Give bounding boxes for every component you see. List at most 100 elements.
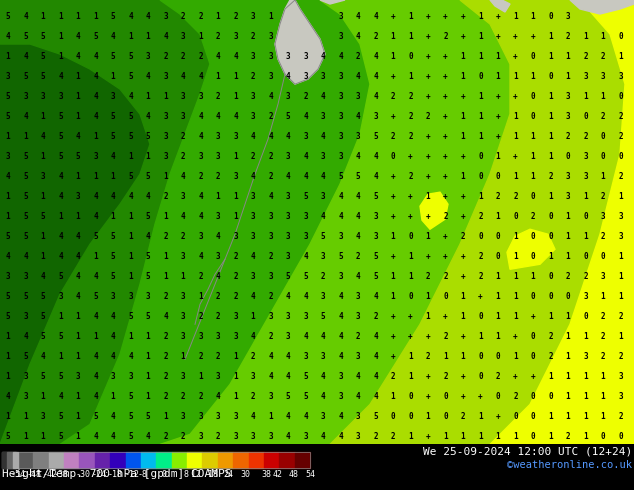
Text: 1: 1 xyxy=(111,72,115,80)
Text: 4: 4 xyxy=(250,292,256,301)
Text: 1: 1 xyxy=(461,51,465,61)
Text: 1: 1 xyxy=(146,92,150,100)
Text: 1: 1 xyxy=(75,72,81,80)
Text: 4: 4 xyxy=(58,72,63,80)
Text: 2: 2 xyxy=(496,372,500,381)
Text: 3: 3 xyxy=(321,252,325,261)
Text: 3: 3 xyxy=(356,412,360,421)
Text: 5: 5 xyxy=(111,252,115,261)
Text: 3: 3 xyxy=(75,372,81,381)
Text: 1: 1 xyxy=(41,112,45,121)
Text: 1: 1 xyxy=(111,212,115,220)
Text: 4: 4 xyxy=(303,252,308,261)
Text: 2: 2 xyxy=(408,92,413,100)
Text: +: + xyxy=(531,372,535,381)
Text: 1: 1 xyxy=(548,51,553,61)
Text: 2: 2 xyxy=(181,392,185,401)
Text: 1: 1 xyxy=(513,72,518,80)
Text: 2: 2 xyxy=(250,151,256,161)
Text: 4: 4 xyxy=(111,432,115,441)
Text: 5: 5 xyxy=(58,412,63,421)
Bar xyxy=(202,452,218,468)
Text: 3: 3 xyxy=(23,312,28,321)
Text: 1: 1 xyxy=(146,392,150,401)
Text: 30: 30 xyxy=(240,470,250,479)
Text: 3: 3 xyxy=(181,332,185,341)
Text: 3: 3 xyxy=(41,412,45,421)
Text: 1: 1 xyxy=(146,151,150,161)
Text: 1: 1 xyxy=(163,412,168,421)
Text: 0: 0 xyxy=(496,232,500,241)
Text: 5: 5 xyxy=(41,292,45,301)
Text: 38: 38 xyxy=(262,470,272,479)
Text: 54: 54 xyxy=(305,470,315,479)
Text: 1: 1 xyxy=(216,12,220,21)
Text: 1: 1 xyxy=(93,332,98,341)
Text: 1: 1 xyxy=(443,352,448,361)
Text: +: + xyxy=(391,172,396,181)
Text: 1: 1 xyxy=(268,412,273,421)
Text: 1: 1 xyxy=(128,31,133,41)
Text: 1: 1 xyxy=(531,132,535,141)
Text: 1: 1 xyxy=(461,172,465,181)
Text: 2: 2 xyxy=(391,132,396,141)
Text: 0: 0 xyxy=(408,412,413,421)
Text: 2: 2 xyxy=(618,412,623,421)
Text: 1: 1 xyxy=(23,132,28,141)
Text: +: + xyxy=(391,252,396,261)
Text: 2: 2 xyxy=(618,132,623,141)
Text: 3: 3 xyxy=(600,272,605,281)
Text: 2: 2 xyxy=(531,212,535,220)
Text: 1: 1 xyxy=(478,112,483,121)
Text: +: + xyxy=(531,312,535,321)
Text: 4: 4 xyxy=(216,51,220,61)
Text: 2: 2 xyxy=(600,112,605,121)
Text: 3: 3 xyxy=(321,352,325,361)
Text: 0: 0 xyxy=(583,212,588,220)
Text: 3: 3 xyxy=(268,272,273,281)
Text: 2: 2 xyxy=(250,72,256,80)
Text: 3: 3 xyxy=(250,12,256,21)
Text: 1: 1 xyxy=(391,272,396,281)
Text: 4: 4 xyxy=(268,192,273,201)
Text: 1: 1 xyxy=(548,132,553,141)
Text: -8: -8 xyxy=(138,470,147,479)
Text: 2: 2 xyxy=(163,292,168,301)
Text: 0: 0 xyxy=(443,292,448,301)
Text: 3: 3 xyxy=(566,172,571,181)
Text: -48: -48 xyxy=(27,470,42,479)
Text: 3: 3 xyxy=(338,72,343,80)
Text: 1: 1 xyxy=(233,352,238,361)
Text: 3: 3 xyxy=(6,72,10,80)
Text: 1: 1 xyxy=(496,151,500,161)
Text: 4: 4 xyxy=(146,192,150,201)
Text: 3: 3 xyxy=(338,31,343,41)
Text: 0: 0 xyxy=(531,112,535,121)
Text: 0: 0 xyxy=(548,272,553,281)
Text: 3: 3 xyxy=(566,12,571,21)
Text: 3: 3 xyxy=(198,332,203,341)
Text: 3: 3 xyxy=(356,432,360,441)
Text: +: + xyxy=(443,312,448,321)
Text: 0: 0 xyxy=(391,151,396,161)
Polygon shape xyxy=(490,0,510,12)
Text: 1: 1 xyxy=(618,192,623,201)
Text: 4: 4 xyxy=(181,172,185,181)
Text: 0: 0 xyxy=(478,372,483,381)
Text: +: + xyxy=(461,392,465,401)
Polygon shape xyxy=(490,0,634,444)
Text: 3: 3 xyxy=(198,432,203,441)
Text: 4: 4 xyxy=(93,112,98,121)
Text: 3: 3 xyxy=(111,372,115,381)
Text: 2: 2 xyxy=(233,12,238,21)
Text: 3: 3 xyxy=(163,132,168,141)
Text: +: + xyxy=(391,12,396,21)
Text: 0: 0 xyxy=(531,232,535,241)
Text: +: + xyxy=(513,332,518,341)
Text: 5: 5 xyxy=(41,332,45,341)
Text: 3: 3 xyxy=(181,252,185,261)
Text: +: + xyxy=(461,272,465,281)
Text: 3: 3 xyxy=(286,332,290,341)
Text: 4: 4 xyxy=(373,72,378,80)
Text: 2: 2 xyxy=(303,92,308,100)
